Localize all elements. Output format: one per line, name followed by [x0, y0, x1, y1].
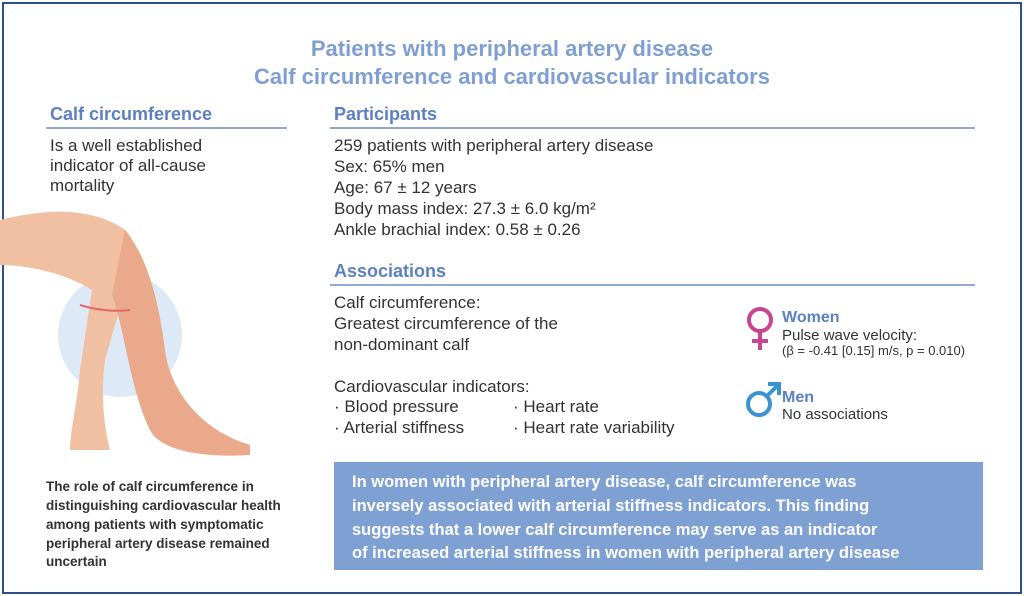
- text: Cardiovascular indicators:: [334, 377, 530, 396]
- text: Body mass index: 27.3 ± 6.0 kg/m²: [334, 199, 596, 218]
- text: Calf circumference:: [334, 293, 481, 312]
- text: Pulse wave velocity:: [782, 327, 918, 344]
- text: Is a well established: [50, 136, 203, 155]
- text: non-dominant calf: [334, 335, 470, 354]
- text: Age: 67 ± 12 years: [334, 178, 477, 197]
- conclusion-box: [334, 462, 983, 570]
- bullet: · Blood pressure: [334, 397, 459, 416]
- rule: [330, 284, 975, 286]
- note: The role of calf circumference in: [46, 479, 254, 494]
- note: distinguishing cardiovascular health: [46, 498, 281, 513]
- bullet: · Arterial stiffness: [334, 418, 465, 437]
- text: mortality: [50, 176, 115, 195]
- text: Ankle brachial index: 0.58 ± 0.26: [334, 220, 581, 239]
- label: Men: [782, 389, 814, 406]
- male-icon: [746, 382, 781, 417]
- title: Calf circumference and cardiovascular in…: [254, 64, 770, 89]
- leg-illustration: [0, 211, 250, 456]
- text: Greatest circumference of the: [334, 314, 558, 333]
- label: Women: [782, 309, 840, 326]
- rule: [330, 127, 975, 129]
- text: 259 patients with peripheral artery dise…: [334, 136, 654, 155]
- bullet: · Heart rate: [513, 397, 599, 416]
- conclusion-text: inversely associated with arterial stiff…: [352, 497, 870, 515]
- note: uncertain: [46, 554, 107, 569]
- text: Sex: 65% men: [334, 157, 445, 176]
- note: among patients with symptomatic: [46, 517, 264, 532]
- text: No associations: [782, 406, 888, 423]
- text: (β = -0.41 [0.15] m/s, p = 0.010): [782, 343, 966, 358]
- conclusion-text: of increased arterial stiffness in women…: [352, 544, 900, 562]
- section-heading: Participants: [334, 104, 438, 124]
- bullet: · Heart rate variability: [513, 418, 675, 437]
- section-heading: Associations: [334, 261, 447, 281]
- text: indicator of all-cause: [50, 156, 206, 175]
- conclusion-text: suggests that a lower calf circumference…: [352, 521, 878, 539]
- female-icon: [747, 307, 773, 350]
- section-heading: Calf circumference: [50, 104, 213, 124]
- note: peripheral artery disease remained: [46, 536, 270, 551]
- conclusion-text: In women with peripheral artery disease,…: [352, 473, 857, 491]
- rule: [46, 127, 287, 129]
- title: Patients with peripheral artery disease: [310, 36, 714, 61]
